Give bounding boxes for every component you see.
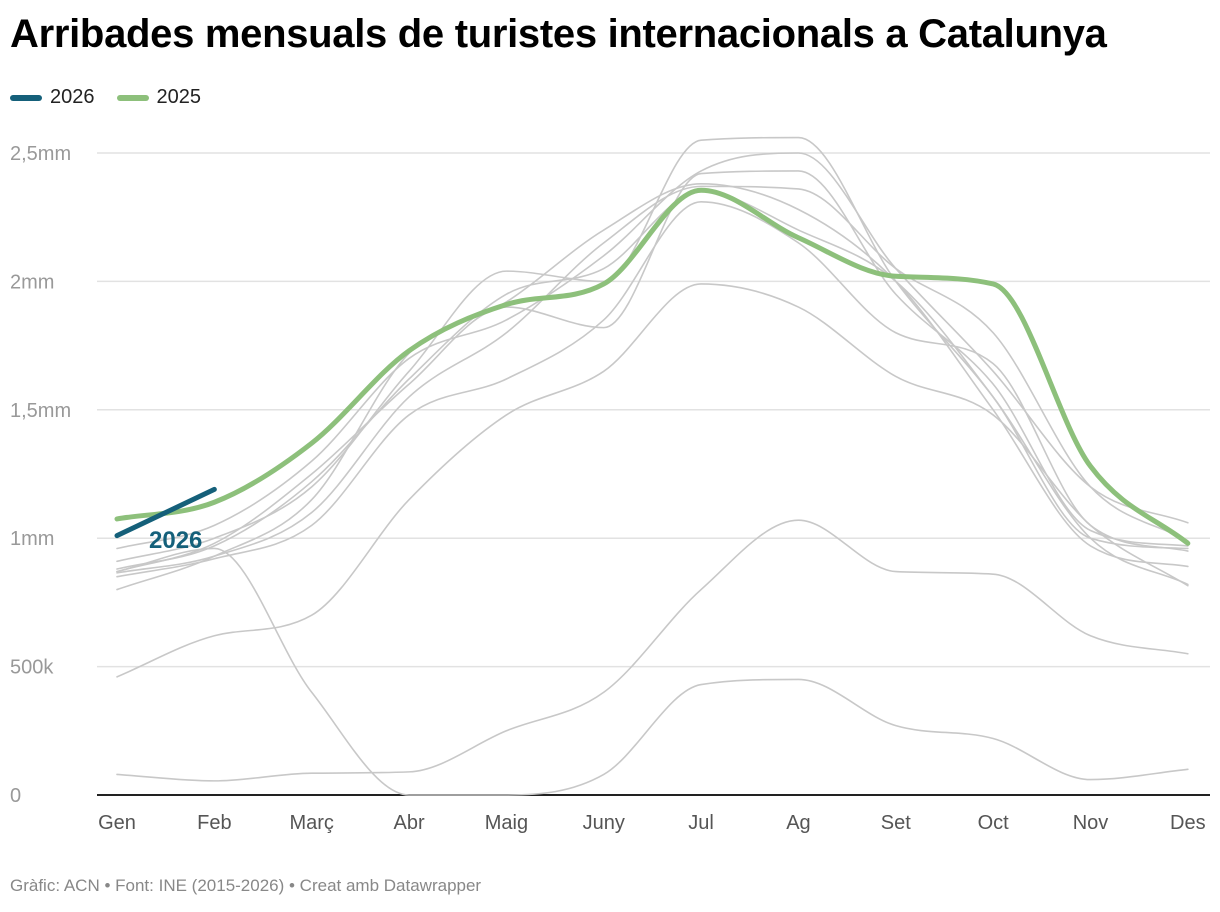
x-tick-label: Abr <box>393 812 424 834</box>
x-tick-label: Oct <box>978 812 1010 834</box>
series-line-historical <box>116 547 1189 796</box>
series-line-historical <box>116 519 1189 782</box>
x-tick-label: Gen <box>98 812 136 834</box>
x-tick-label: Set <box>881 812 911 834</box>
y-tick-label: 500k <box>10 657 54 679</box>
x-tick-label: Nov <box>1073 812 1109 834</box>
legend-swatch-2026 <box>10 94 42 101</box>
y-tick-label: 1,5mm <box>10 400 71 422</box>
series-line-historical <box>116 136 1189 563</box>
x-tick-label: Ag <box>786 812 810 834</box>
series-line-historical <box>116 185 1189 574</box>
chart-footer: Gràfic: ACN • Font: INE (2015-2026) • Cr… <box>10 876 482 895</box>
y-tick-label: 2,5mm <box>10 143 71 165</box>
legend-swatch-2025 <box>116 94 149 101</box>
x-tick-label: Feb <box>197 812 231 834</box>
series-label-2026: 2026 <box>149 527 202 554</box>
series-line-historical <box>116 183 1189 591</box>
x-tick-label: Juny <box>583 812 625 834</box>
x-tick-label: Març <box>289 812 333 834</box>
series-line-historical <box>116 283 1189 678</box>
y-tick-label: 0 <box>10 785 21 807</box>
x-tick-label: Jul <box>688 812 714 834</box>
legend-item-2025: 2025 <box>116 86 202 109</box>
series-line-historical <box>116 170 1189 573</box>
legend-item-2026: 2026 <box>10 86 95 109</box>
series-line-2026 <box>114 486 217 539</box>
series-line-2025 <box>114 187 1191 546</box>
y-tick-label: 1mm <box>10 528 54 550</box>
legend: 2026 2025 <box>10 86 201 109</box>
series-line-historical <box>116 200 1189 578</box>
x-tick-label: Maig <box>485 812 528 834</box>
chart-title: Arribades mensuals de turistes internaci… <box>10 12 1107 56</box>
y-tick-label: 2mm <box>10 271 54 293</box>
legend-label-2026: 2026 <box>50 86 95 108</box>
x-tick-label: Des <box>1170 812 1206 834</box>
legend-label-2025: 2025 <box>156 86 202 108</box>
series-line-historical <box>116 190 1189 586</box>
